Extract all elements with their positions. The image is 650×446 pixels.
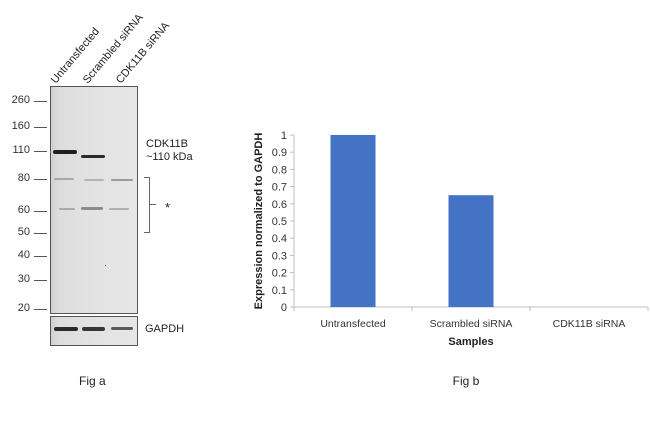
- band-80-cdk11b: [111, 179, 133, 181]
- y-tick-label: 0.5: [272, 216, 287, 228]
- mw-marker-30: 30: [17, 273, 30, 285]
- y-tick-label: 0.7: [272, 182, 287, 194]
- mw-tick: [34, 101, 47, 102]
- bar-scrambled-sirna: [448, 195, 494, 307]
- mw-marker-80: 80: [17, 172, 30, 184]
- fig-a-caption: Fig a: [79, 374, 106, 388]
- y-tick-label: 0.9: [272, 147, 287, 159]
- band-80-untransfected: [54, 178, 74, 180]
- bracket-stem: [150, 204, 156, 205]
- target-label: CDK11B ~110 kDa: [146, 138, 193, 164]
- asterisk-marker: *: [165, 200, 171, 215]
- band-gapdh-scrambled: [82, 327, 105, 331]
- target-size: ~110 kDa: [146, 151, 193, 163]
- y-tick-label: 0.2: [272, 268, 287, 280]
- mw-tick: [34, 211, 47, 212]
- bar-untransfected: [330, 135, 376, 307]
- band-cdk11b-untransfected: [53, 150, 77, 154]
- y-tick-label: 0.3: [272, 250, 287, 262]
- y-tick-label: 0.4: [272, 233, 287, 245]
- y-axis-label: Expression normalized to GAPDH: [253, 133, 265, 310]
- mw-marker-60: 60: [17, 204, 30, 216]
- band-80-scrambled: [84, 179, 104, 181]
- y-tick-label: 0.8: [272, 164, 287, 176]
- x-tick-label: Untransfected: [320, 318, 386, 330]
- mw-marker-110: 110: [12, 144, 30, 156]
- band-gapdh-cdk11b: [111, 327, 133, 330]
- fig-b-caption: Fig b: [453, 374, 480, 388]
- nonspecific-bracket: [144, 177, 150, 233]
- western-blot-gapdh: [50, 316, 138, 346]
- mw-marker-160: 160: [11, 120, 30, 132]
- mw-tick: [34, 233, 47, 234]
- mw-marker-260: 260: [11, 94, 30, 106]
- y-tick-label: 1: [281, 130, 287, 142]
- mw-tick: [34, 256, 47, 257]
- y-tick-label: 0: [281, 302, 287, 314]
- speck: [105, 265, 106, 266]
- mw-tick: [34, 280, 47, 281]
- mw-tick: [34, 151, 47, 152]
- western-blot-main: [50, 86, 138, 314]
- x-axis-label: Samples: [448, 336, 493, 348]
- mw-marker-20: 20: [17, 302, 30, 314]
- x-tick-label: CDK11B siRNA: [553, 318, 626, 330]
- mw-marker-50: 50: [17, 226, 30, 238]
- band-gapdh-untransfected: [54, 327, 78, 331]
- mw-tick: [34, 309, 47, 310]
- mw-marker-40: 40: [17, 249, 30, 261]
- x-tick-label: Scrambled siRNA: [430, 318, 513, 330]
- y-tick-label: 0.1: [272, 285, 287, 297]
- band-60-untransfected: [59, 208, 75, 210]
- mw-tick: [34, 179, 47, 180]
- band-60-scrambled: [81, 207, 103, 210]
- band-cdk11b-scrambled: [81, 155, 105, 158]
- gapdh-label: GAPDH: [145, 323, 185, 335]
- band-60-cdk11b: [109, 208, 129, 210]
- mw-tick: [34, 127, 47, 128]
- y-tick-label: 0.6: [272, 199, 287, 211]
- target-name: CDK11B: [146, 138, 188, 150]
